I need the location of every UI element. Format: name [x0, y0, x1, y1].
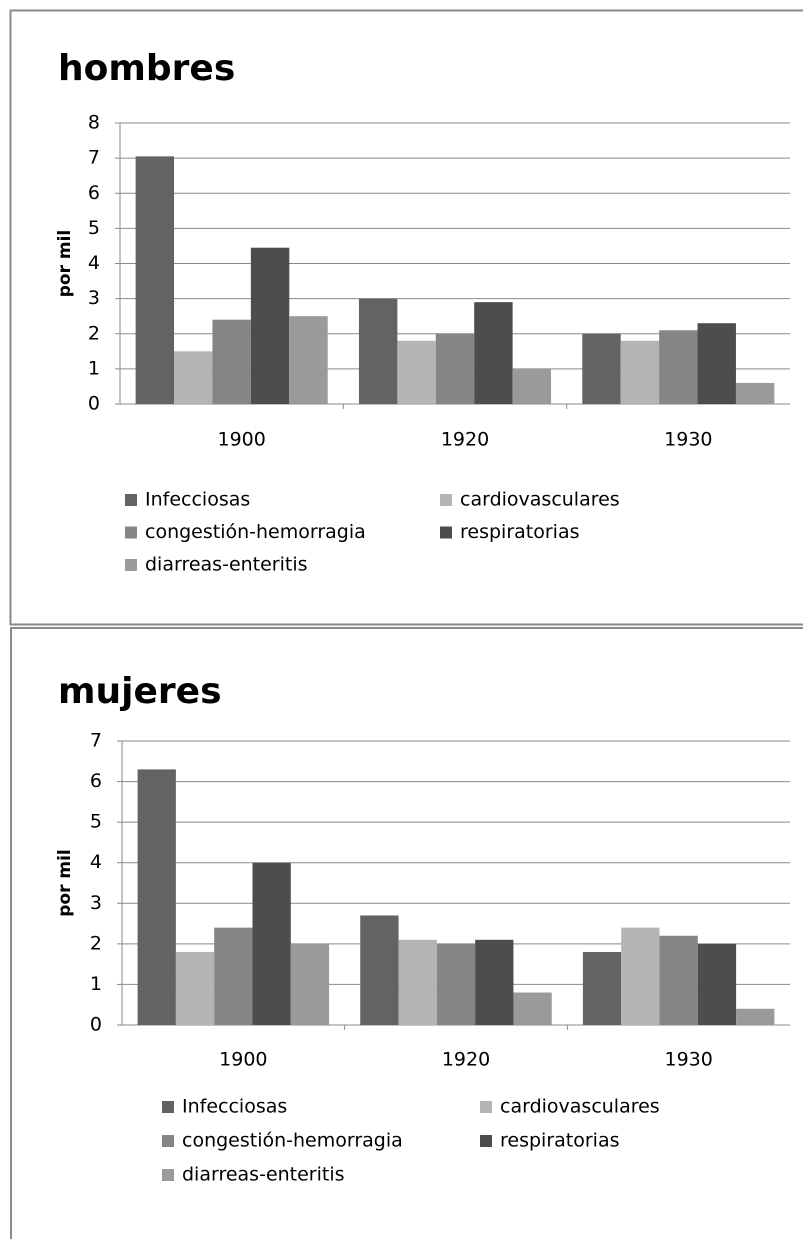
bar	[697, 323, 736, 404]
legend-swatch	[440, 494, 452, 506]
y-tick-label: 6	[90, 770, 102, 792]
y-tick-label: 7	[90, 730, 102, 752]
chart-frame	[9, 9, 803, 626]
bar	[137, 769, 176, 1025]
y-tick-label: 1	[88, 357, 100, 379]
legend-swatch	[480, 1135, 492, 1147]
y-tick-label: 2	[88, 322, 100, 344]
x-tick-label: 1900	[219, 1049, 267, 1071]
y-tick-label: 5	[90, 811, 102, 833]
bar	[659, 330, 698, 404]
bar	[513, 992, 552, 1025]
x-tick-label: 1930	[664, 1049, 712, 1071]
legend-swatch	[125, 526, 137, 539]
bar	[358, 298, 398, 404]
chart-title: hombres	[58, 48, 235, 89]
legend-label: respiratorias	[460, 521, 579, 543]
bar	[620, 340, 660, 404]
y-tick-label: 4	[88, 252, 100, 274]
bar	[735, 382, 775, 404]
y-tick-label: 6	[88, 182, 100, 204]
legend-label: diarreas-enteritis	[182, 1164, 345, 1186]
legend-label: congestión-hemorragia	[145, 521, 366, 543]
bar	[474, 302, 513, 404]
y-tick-label: 3	[88, 287, 100, 309]
x-tick-label: 1900	[217, 429, 265, 451]
bar	[175, 951, 215, 1025]
y-tick-label: 2	[90, 932, 102, 954]
bar	[512, 368, 552, 404]
legend-label: diarreas-enteritis	[145, 554, 308, 576]
legend-label: Infecciosas	[145, 489, 250, 511]
legend-swatch	[125, 559, 137, 571]
bar	[212, 319, 251, 404]
bar	[135, 156, 175, 404]
x-tick-label: 1930	[664, 429, 712, 451]
bar	[174, 351, 213, 404]
y-tick-label: 3	[90, 892, 102, 914]
legend-label: Infecciosas	[182, 1096, 287, 1118]
legend-swatch	[162, 1169, 174, 1181]
bar	[436, 943, 476, 1025]
y-tick-label: 1	[90, 973, 102, 995]
legend-swatch	[480, 1101, 492, 1113]
y-tick-label: 5	[88, 217, 100, 239]
bar	[621, 927, 660, 1025]
legend-swatch	[125, 494, 137, 506]
x-tick-label: 1920	[442, 1049, 490, 1071]
bar	[360, 915, 399, 1025]
legend-label: respiratorias	[500, 1130, 619, 1152]
bar	[659, 935, 698, 1025]
bar	[252, 862, 291, 1025]
bar	[398, 939, 437, 1025]
bar	[435, 333, 475, 404]
bar	[289, 316, 328, 404]
legend-label: cardiovasculares	[460, 489, 620, 511]
bar	[697, 943, 737, 1025]
chart-title: mujeres	[58, 671, 222, 712]
y-tick-label: 7	[88, 147, 100, 169]
legend-swatch	[162, 1135, 174, 1147]
bar	[475, 939, 514, 1025]
bar	[582, 333, 621, 404]
y-tick-label: 0	[88, 393, 100, 415]
legend-swatch	[162, 1101, 174, 1113]
legend-swatch	[440, 526, 452, 539]
bar	[214, 927, 253, 1025]
bar	[290, 943, 330, 1025]
legend-label: cardiovasculares	[500, 1096, 660, 1118]
y-tick-label: 8	[88, 112, 100, 134]
x-tick-label: 1920	[441, 429, 489, 451]
bar	[397, 340, 436, 404]
y-tick-label: 0	[90, 1014, 102, 1036]
y-tick-label: 4	[90, 851, 102, 873]
y-axis-label: por mil	[55, 849, 75, 917]
bar	[582, 951, 622, 1025]
legend-label: congestión-hemorragia	[182, 1130, 403, 1152]
bar	[736, 1008, 775, 1025]
y-axis-label: por mil	[55, 230, 75, 298]
bar	[250, 247, 290, 404]
